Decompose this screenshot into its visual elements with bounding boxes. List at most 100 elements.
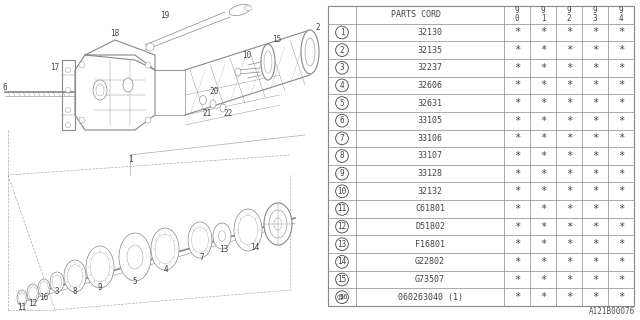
Text: *: *	[618, 221, 624, 232]
Circle shape	[335, 97, 348, 109]
Text: *: *	[566, 98, 572, 108]
Text: 0: 0	[515, 14, 519, 23]
Text: *: *	[514, 221, 520, 232]
Text: PARTS CORD: PARTS CORD	[391, 10, 441, 19]
Text: 9: 9	[98, 284, 102, 292]
Text: 3: 3	[54, 287, 60, 297]
Ellipse shape	[17, 290, 27, 306]
Text: 32631: 32631	[417, 99, 442, 108]
Circle shape	[335, 79, 348, 92]
Text: 32606: 32606	[417, 81, 442, 90]
Ellipse shape	[31, 289, 35, 297]
Text: *: *	[566, 28, 572, 37]
Circle shape	[335, 44, 348, 56]
Ellipse shape	[29, 287, 37, 299]
Circle shape	[65, 87, 70, 92]
Text: 20: 20	[209, 87, 219, 97]
Text: 10: 10	[337, 187, 347, 196]
Text: *: *	[566, 80, 572, 91]
Text: 17: 17	[51, 63, 60, 73]
Ellipse shape	[90, 252, 110, 282]
Text: 10: 10	[243, 51, 252, 60]
Text: *: *	[618, 257, 624, 267]
Text: *: *	[566, 169, 572, 179]
Text: 32237: 32237	[417, 63, 442, 72]
Circle shape	[145, 117, 151, 123]
Ellipse shape	[93, 258, 106, 276]
Ellipse shape	[243, 221, 253, 238]
Text: G73507: G73507	[415, 275, 445, 284]
Text: *: *	[514, 45, 520, 55]
Text: 12: 12	[337, 222, 347, 231]
Ellipse shape	[195, 233, 205, 247]
Text: F16801: F16801	[415, 240, 445, 249]
Ellipse shape	[235, 68, 241, 76]
Circle shape	[338, 294, 343, 300]
Ellipse shape	[86, 246, 114, 288]
Circle shape	[335, 203, 348, 215]
Ellipse shape	[238, 215, 258, 245]
Text: G22802: G22802	[415, 257, 445, 266]
Text: *: *	[566, 292, 572, 302]
Text: 7: 7	[340, 134, 344, 143]
Ellipse shape	[127, 245, 143, 269]
Ellipse shape	[93, 80, 107, 100]
Text: *: *	[618, 239, 624, 249]
Text: *: *	[592, 28, 598, 37]
Text: *: *	[514, 133, 520, 143]
Text: *: *	[540, 239, 546, 249]
Ellipse shape	[96, 84, 104, 96]
Ellipse shape	[210, 100, 216, 108]
Ellipse shape	[191, 228, 209, 252]
Text: *: *	[514, 239, 520, 249]
Text: *: *	[540, 151, 546, 161]
Ellipse shape	[301, 30, 319, 74]
Text: *: *	[592, 239, 598, 249]
Text: *: *	[592, 292, 598, 302]
Text: 3: 3	[340, 63, 344, 72]
Text: *: *	[592, 169, 598, 179]
Ellipse shape	[54, 278, 60, 286]
Text: *: *	[592, 98, 598, 108]
Text: 11: 11	[17, 302, 27, 311]
Text: *: *	[566, 239, 572, 249]
Text: *: *	[618, 151, 624, 161]
Text: 32130: 32130	[417, 28, 442, 37]
Text: 12: 12	[28, 299, 38, 308]
Text: B: B	[339, 295, 342, 300]
Ellipse shape	[19, 292, 26, 304]
Text: 1: 1	[340, 28, 344, 37]
Text: 9: 9	[593, 6, 597, 15]
Circle shape	[335, 132, 348, 145]
Text: *: *	[540, 169, 546, 179]
Text: *: *	[618, 186, 624, 196]
Ellipse shape	[229, 4, 251, 16]
Ellipse shape	[234, 209, 262, 251]
Circle shape	[65, 68, 70, 73]
Text: 16: 16	[339, 294, 348, 300]
Ellipse shape	[305, 38, 315, 66]
Text: *: *	[592, 80, 598, 91]
Text: 14: 14	[337, 257, 347, 266]
Text: *: *	[566, 151, 572, 161]
Text: 9: 9	[340, 169, 344, 178]
Text: 9: 9	[541, 6, 545, 15]
Text: 19: 19	[161, 11, 170, 20]
Text: *: *	[618, 45, 624, 55]
Ellipse shape	[155, 234, 175, 264]
Text: 6: 6	[3, 83, 7, 92]
Ellipse shape	[264, 203, 292, 245]
Text: *: *	[618, 28, 624, 37]
Text: *: *	[592, 257, 598, 267]
Text: 1: 1	[128, 156, 132, 164]
Text: *: *	[566, 63, 572, 73]
Circle shape	[145, 62, 151, 68]
Text: *: *	[566, 45, 572, 55]
Text: *: *	[566, 133, 572, 143]
Text: *: *	[540, 221, 546, 232]
Text: *: *	[592, 63, 598, 73]
Text: *: *	[592, 221, 598, 232]
Circle shape	[335, 114, 348, 127]
Circle shape	[79, 62, 85, 68]
Text: 060263040 (1): 060263040 (1)	[397, 293, 463, 302]
